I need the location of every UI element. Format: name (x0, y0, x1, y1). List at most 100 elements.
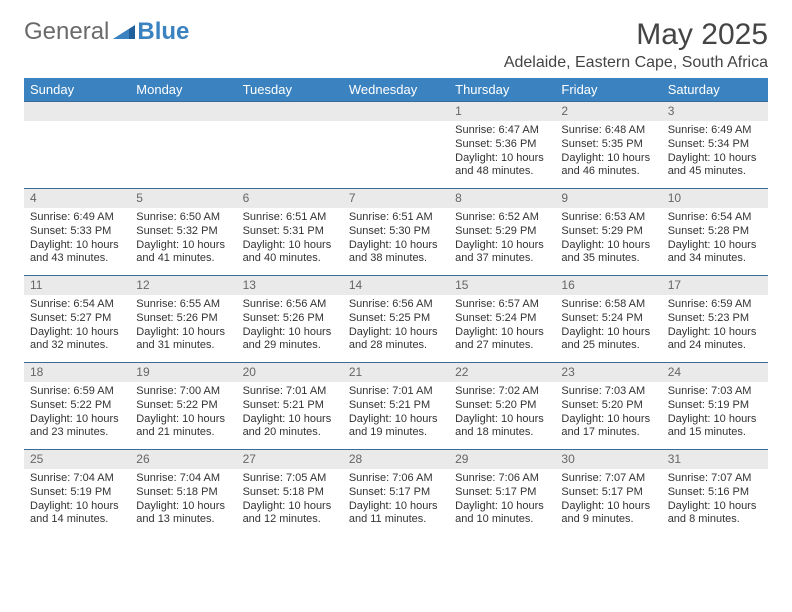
day-details: Sunrise: 7:02 AMSunset: 5:20 PMDaylight:… (449, 382, 555, 444)
daylight-line: Daylight: 10 hours and 28 minutes. (349, 326, 443, 354)
daylight-line: Daylight: 10 hours and 15 minutes. (668, 413, 762, 441)
sunset-line: Sunset: 5:29 PM (455, 225, 549, 239)
day-number: 18 (24, 363, 130, 382)
sunset-line: Sunset: 5:20 PM (455, 399, 549, 413)
sunset-line: Sunset: 5:16 PM (668, 486, 762, 500)
calendar-day-cell: 10Sunrise: 6:54 AMSunset: 5:28 PMDayligh… (662, 189, 768, 275)
day-details: Sunrise: 7:07 AMSunset: 5:17 PMDaylight:… (555, 469, 661, 531)
day-number: 23 (555, 363, 661, 382)
day-details: Sunrise: 6:51 AMSunset: 5:30 PMDaylight:… (343, 208, 449, 270)
sunset-line: Sunset: 5:26 PM (136, 312, 230, 326)
day-details: Sunrise: 6:59 AMSunset: 5:22 PMDaylight:… (24, 382, 130, 444)
day-number: 20 (237, 363, 343, 382)
weekday-header-cell: Tuesday (237, 78, 343, 101)
daylight-line: Daylight: 10 hours and 21 minutes. (136, 413, 230, 441)
calendar-body: 1Sunrise: 6:47 AMSunset: 5:36 PMDaylight… (24, 101, 768, 536)
sunrise-line: Sunrise: 6:55 AM (136, 298, 230, 312)
day-number: 8 (449, 189, 555, 208)
weekday-header-cell: Monday (130, 78, 236, 101)
daylight-line: Daylight: 10 hours and 10 minutes. (455, 500, 549, 528)
sunset-line: Sunset: 5:30 PM (349, 225, 443, 239)
day-details: Sunrise: 6:59 AMSunset: 5:23 PMDaylight:… (662, 295, 768, 357)
sunrise-line: Sunrise: 7:07 AM (561, 472, 655, 486)
sunrise-line: Sunrise: 6:49 AM (668, 124, 762, 138)
calendar-day-cell: 19Sunrise: 7:00 AMSunset: 5:22 PMDayligh… (130, 363, 236, 449)
day-number: 16 (555, 276, 661, 295)
day-details: Sunrise: 7:06 AMSunset: 5:17 PMDaylight:… (343, 469, 449, 531)
sunset-line: Sunset: 5:21 PM (349, 399, 443, 413)
daylight-line: Daylight: 10 hours and 18 minutes. (455, 413, 549, 441)
daylight-line: Daylight: 10 hours and 14 minutes. (30, 500, 124, 528)
sunrise-line: Sunrise: 7:00 AM (136, 385, 230, 399)
calendar-day-cell: 2Sunrise: 6:48 AMSunset: 5:35 PMDaylight… (555, 102, 661, 188)
day-details: Sunrise: 6:56 AMSunset: 5:26 PMDaylight:… (237, 295, 343, 357)
day-number: 13 (237, 276, 343, 295)
sunrise-line: Sunrise: 7:06 AM (349, 472, 443, 486)
day-details: Sunrise: 7:04 AMSunset: 5:19 PMDaylight:… (24, 469, 130, 531)
daylight-line: Daylight: 10 hours and 27 minutes. (455, 326, 549, 354)
sunrise-line: Sunrise: 6:47 AM (455, 124, 549, 138)
calendar-day-cell: 26Sunrise: 7:04 AMSunset: 5:18 PMDayligh… (130, 450, 236, 536)
day-number: 2 (555, 102, 661, 121)
calendar-day-cell: 16Sunrise: 6:58 AMSunset: 5:24 PMDayligh… (555, 276, 661, 362)
sunset-line: Sunset: 5:26 PM (243, 312, 337, 326)
day-number: 4 (24, 189, 130, 208)
calendar-day-cell: 13Sunrise: 6:56 AMSunset: 5:26 PMDayligh… (237, 276, 343, 362)
day-details: Sunrise: 7:00 AMSunset: 5:22 PMDaylight:… (130, 382, 236, 444)
daylight-line: Daylight: 10 hours and 46 minutes. (561, 152, 655, 180)
calendar-day-cell: 18Sunrise: 6:59 AMSunset: 5:22 PMDayligh… (24, 363, 130, 449)
weekday-header-cell: Friday (555, 78, 661, 101)
sunset-line: Sunset: 5:36 PM (455, 138, 549, 152)
sunrise-line: Sunrise: 7:04 AM (30, 472, 124, 486)
daylight-line: Daylight: 10 hours and 37 minutes. (455, 239, 549, 267)
calendar-day-cell: 29Sunrise: 7:06 AMSunset: 5:17 PMDayligh… (449, 450, 555, 536)
calendar-day-cell (237, 102, 343, 188)
sunrise-line: Sunrise: 7:01 AM (349, 385, 443, 399)
day-details: Sunrise: 7:05 AMSunset: 5:18 PMDaylight:… (237, 469, 343, 531)
daylight-line: Daylight: 10 hours and 23 minutes. (30, 413, 124, 441)
day-details: Sunrise: 6:55 AMSunset: 5:26 PMDaylight:… (130, 295, 236, 357)
day-details: Sunrise: 7:01 AMSunset: 5:21 PMDaylight:… (343, 382, 449, 444)
daylight-line: Daylight: 10 hours and 43 minutes. (30, 239, 124, 267)
sunrise-line: Sunrise: 6:57 AM (455, 298, 549, 312)
sunset-line: Sunset: 5:18 PM (243, 486, 337, 500)
sunrise-line: Sunrise: 6:56 AM (349, 298, 443, 312)
day-details: Sunrise: 6:50 AMSunset: 5:32 PMDaylight:… (130, 208, 236, 270)
day-details: Sunrise: 6:57 AMSunset: 5:24 PMDaylight:… (449, 295, 555, 357)
calendar-day-cell: 17Sunrise: 6:59 AMSunset: 5:23 PMDayligh… (662, 276, 768, 362)
calendar-day-cell: 20Sunrise: 7:01 AMSunset: 5:21 PMDayligh… (237, 363, 343, 449)
sunrise-line: Sunrise: 7:02 AM (455, 385, 549, 399)
location-subtitle: Adelaide, Eastern Cape, South Africa (504, 54, 768, 72)
day-details: Sunrise: 6:54 AMSunset: 5:28 PMDaylight:… (662, 208, 768, 270)
calendar-week-row: 25Sunrise: 7:04 AMSunset: 5:19 PMDayligh… (24, 449, 768, 536)
day-details: Sunrise: 6:52 AMSunset: 5:29 PMDaylight:… (449, 208, 555, 270)
daylight-line: Daylight: 10 hours and 31 minutes. (136, 326, 230, 354)
calendar-week-row: 11Sunrise: 6:54 AMSunset: 5:27 PMDayligh… (24, 275, 768, 362)
daylight-line: Daylight: 10 hours and 11 minutes. (349, 500, 443, 528)
calendar-week-row: 4Sunrise: 6:49 AMSunset: 5:33 PMDaylight… (24, 188, 768, 275)
calendar-day-cell: 14Sunrise: 6:56 AMSunset: 5:25 PMDayligh… (343, 276, 449, 362)
day-number: 12 (130, 276, 236, 295)
daylight-line: Daylight: 10 hours and 24 minutes. (668, 326, 762, 354)
calendar-day-cell: 9Sunrise: 6:53 AMSunset: 5:29 PMDaylight… (555, 189, 661, 275)
sunrise-line: Sunrise: 6:56 AM (243, 298, 337, 312)
day-details: Sunrise: 7:06 AMSunset: 5:17 PMDaylight:… (449, 469, 555, 531)
sunset-line: Sunset: 5:21 PM (243, 399, 337, 413)
sunrise-line: Sunrise: 6:54 AM (30, 298, 124, 312)
daylight-line: Daylight: 10 hours and 48 minutes. (455, 152, 549, 180)
calendar-day-cell: 27Sunrise: 7:05 AMSunset: 5:18 PMDayligh… (237, 450, 343, 536)
day-details: Sunrise: 6:47 AMSunset: 5:36 PMDaylight:… (449, 121, 555, 183)
sunset-line: Sunset: 5:28 PM (668, 225, 762, 239)
weekday-header-row: SundayMondayTuesdayWednesdayThursdayFrid… (24, 78, 768, 101)
daylight-line: Daylight: 10 hours and 20 minutes. (243, 413, 337, 441)
calendar-day-cell: 21Sunrise: 7:01 AMSunset: 5:21 PMDayligh… (343, 363, 449, 449)
sunrise-line: Sunrise: 6:54 AM (668, 211, 762, 225)
sunrise-line: Sunrise: 6:49 AM (30, 211, 124, 225)
sunrise-line: Sunrise: 7:03 AM (561, 385, 655, 399)
sunset-line: Sunset: 5:31 PM (243, 225, 337, 239)
day-number: 19 (130, 363, 236, 382)
day-number: 31 (662, 450, 768, 469)
calendar-day-cell: 30Sunrise: 7:07 AMSunset: 5:17 PMDayligh… (555, 450, 661, 536)
calendar-day-cell: 3Sunrise: 6:49 AMSunset: 5:34 PMDaylight… (662, 102, 768, 188)
calendar-day-cell: 23Sunrise: 7:03 AMSunset: 5:20 PMDayligh… (555, 363, 661, 449)
